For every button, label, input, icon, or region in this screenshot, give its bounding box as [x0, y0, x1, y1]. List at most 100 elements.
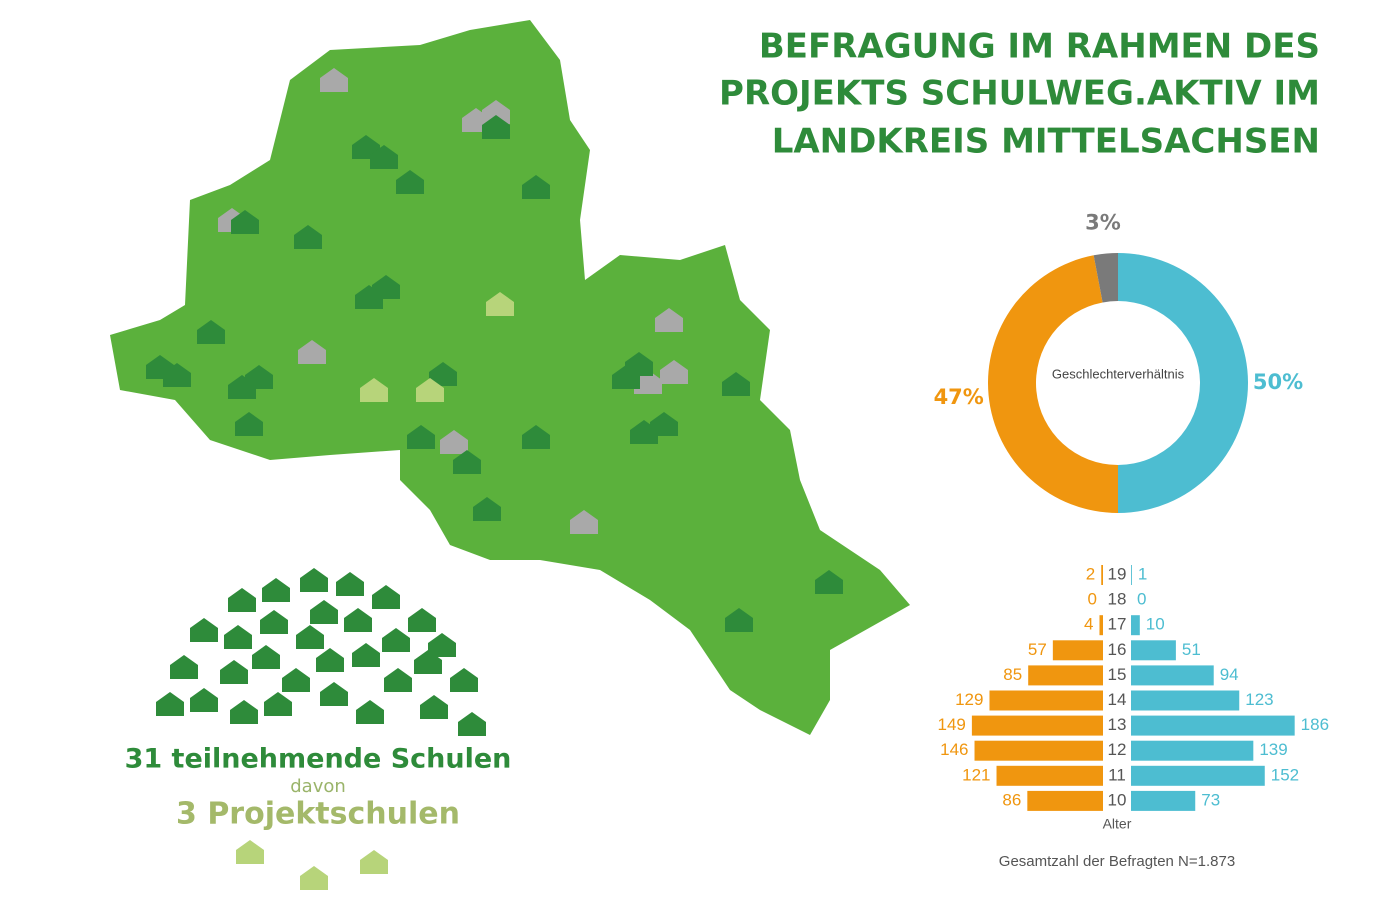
school-icon — [294, 225, 322, 249]
school-icon — [156, 692, 184, 716]
x-axis-label: Alter — [1103, 816, 1132, 832]
value-right: 152 — [1271, 765, 1299, 784]
school-icon — [453, 450, 481, 474]
school-icon — [320, 682, 348, 706]
title-line: LANDKREIS MITTELSACHSEN — [772, 122, 1320, 162]
school-icon — [310, 600, 338, 624]
bar-right — [1131, 790, 1196, 811]
donut-value-label: 3% — [1085, 211, 1121, 235]
school-icon — [372, 275, 400, 299]
school-icon — [230, 700, 258, 724]
age-label: 11 — [1108, 765, 1126, 784]
value-left: 121 — [962, 765, 990, 784]
age-label: 10 — [1108, 790, 1127, 809]
participants: 31 teilnehmende Schulen — [125, 744, 512, 775]
value-right: 73 — [1201, 790, 1220, 809]
value-right: 10 — [1146, 615, 1165, 634]
age-label: 19 — [1108, 564, 1127, 583]
school-icon — [282, 668, 310, 692]
school-icon — [360, 850, 388, 874]
school-icon — [264, 692, 292, 716]
school-icon — [722, 372, 750, 396]
school-icon — [316, 648, 344, 672]
value-right: 1 — [1138, 564, 1147, 583]
bar-right — [1131, 715, 1295, 736]
age-label: 17 — [1108, 615, 1127, 634]
school-icon — [252, 645, 280, 669]
school-icon — [396, 170, 424, 194]
value-left: 85 — [1003, 665, 1022, 684]
school-icon — [245, 365, 273, 389]
school-icon — [408, 608, 436, 632]
school-icon — [360, 378, 388, 402]
bar-left — [974, 740, 1103, 761]
school-icon — [655, 308, 683, 332]
value-right: 51 — [1182, 640, 1201, 659]
school-icon — [370, 145, 398, 169]
school-icon — [262, 578, 290, 602]
bar-right — [1131, 615, 1140, 636]
school-icon — [300, 568, 328, 592]
age-label: 18 — [1108, 590, 1127, 609]
bar-left — [971, 715, 1103, 736]
school-icon — [570, 510, 598, 534]
donut-value-label: 50% — [1253, 370, 1303, 394]
school-icon — [298, 340, 326, 364]
school-icon — [236, 840, 264, 864]
bar-right — [1131, 765, 1265, 786]
school-icon — [231, 210, 259, 234]
age-label: 15 — [1108, 665, 1127, 684]
school-icon — [320, 68, 348, 92]
school-icon — [344, 608, 372, 632]
value-right: 0 — [1137, 590, 1146, 609]
age-label: 14 — [1108, 690, 1127, 709]
school-icon — [190, 618, 218, 642]
title-line: PROJEKTS SCHULWEG.AKTIV IM — [719, 74, 1320, 114]
value-left: 2 — [1086, 564, 1095, 583]
school-icon — [725, 608, 753, 632]
school-icon — [228, 588, 256, 612]
school-icon — [197, 320, 225, 344]
bar-right — [1131, 565, 1132, 585]
bar-left — [1099, 615, 1103, 636]
project-schools: 3 Projektschulen — [176, 797, 460, 832]
school-icon — [625, 352, 653, 376]
school-icon — [482, 115, 510, 139]
of-which: davon — [290, 776, 346, 797]
school-icon — [235, 412, 263, 436]
school-icon — [296, 625, 324, 649]
school-icon — [420, 695, 448, 719]
age-label: 16 — [1108, 640, 1127, 659]
bar-right — [1131, 690, 1240, 711]
value-left: 149 — [938, 715, 966, 734]
value-left: 146 — [940, 740, 968, 759]
value-right: 186 — [1301, 715, 1329, 734]
school-icon — [224, 625, 252, 649]
school-icon — [407, 425, 435, 449]
school-icon — [170, 655, 198, 679]
bar-left — [989, 690, 1103, 711]
bar-right — [1131, 740, 1254, 761]
bar-left — [1028, 665, 1103, 686]
donut-center-label: Geschlechterverhältnis — [1052, 366, 1185, 381]
school-icon — [190, 688, 218, 712]
donut-value-label: 47% — [934, 385, 984, 409]
school-icon — [163, 363, 191, 387]
school-icon — [815, 570, 843, 594]
school-icon — [260, 610, 288, 634]
value-right: 123 — [1245, 690, 1273, 709]
bar-left — [1052, 640, 1103, 661]
school-icon — [473, 497, 501, 521]
donut-segment — [1093, 253, 1118, 303]
bar-right — [1131, 665, 1214, 686]
school-icon — [450, 668, 478, 692]
school-icon — [356, 700, 384, 724]
school-icon — [482, 100, 510, 124]
value-left: 129 — [955, 690, 983, 709]
school-icon — [429, 362, 457, 386]
bar-right — [1131, 640, 1176, 661]
school-icon — [440, 430, 468, 454]
bar-left — [1101, 565, 1103, 585]
school-icon — [384, 668, 412, 692]
